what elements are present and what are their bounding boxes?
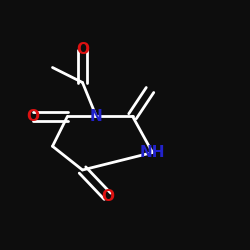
Text: O: O bbox=[101, 189, 114, 204]
Text: O: O bbox=[26, 109, 39, 124]
Text: N: N bbox=[90, 109, 103, 124]
Text: O: O bbox=[76, 42, 89, 58]
Text: NH: NH bbox=[140, 145, 165, 160]
